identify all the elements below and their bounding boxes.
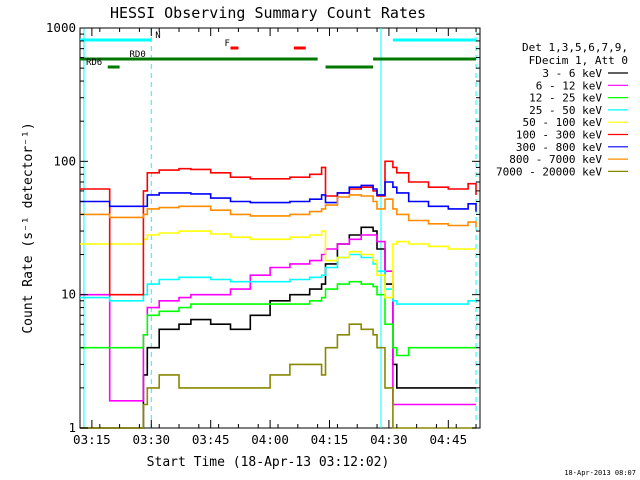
series-line — [80, 230, 476, 299]
legend-header-line-1: Det 1,3,5,6,7,9, — [522, 41, 628, 54]
legend-entry-label: 800 - 7000 keV — [509, 153, 602, 166]
x-tick-label: 03:30 — [132, 432, 170, 447]
x-tick-label: 04:30 — [370, 432, 408, 447]
series-line — [80, 160, 477, 296]
legend-entry-label: 6 - 12 keV — [536, 79, 603, 92]
vertical-markers — [83, 28, 477, 428]
series-line — [80, 226, 476, 429]
chart-title: HESSI Observing Summary Count Rates — [110, 4, 426, 22]
legend-entry-label: 50 - 100 keV — [523, 116, 603, 129]
series-line — [80, 181, 477, 212]
y-axis-label: Count Rate (s⁻¹ detector⁻¹) — [21, 122, 36, 333]
legend-entry-label: 300 - 800 keV — [516, 141, 602, 154]
flag-label: F — [225, 39, 230, 49]
legend-entry-label: 100 - 300 keV — [516, 129, 602, 142]
series-line — [80, 280, 476, 357]
timestamp: 18-Apr-2013 08:07 — [564, 469, 636, 477]
x-axis-label: Start Time (18-Apr-13 03:12:02) — [147, 455, 390, 470]
y-tick-label: 1000 — [46, 20, 76, 35]
flag-label: RD0 — [130, 50, 146, 60]
legend-entry-label: 3 - 6 keV — [542, 67, 602, 80]
legend-entry-label: 7000 - 20000 keV — [496, 165, 602, 178]
series-line — [80, 194, 477, 228]
y-tick-label: 10 — [61, 287, 76, 302]
plot-frame — [79, 27, 481, 429]
y-tick-label: 1 — [68, 420, 76, 435]
flag-bars: N F RD0 RD6 — [80, 31, 477, 69]
legend-entry-label: 12 - 25 keV — [529, 92, 602, 105]
x-tick-label: 04:15 — [311, 432, 349, 447]
x-tick-label: 03:45 — [192, 432, 230, 447]
legend: Det 1,3,5,6,7,9, FDecim 1, Att 0 3 - 6 k… — [496, 41, 628, 178]
x-tick-label: 04:45 — [429, 432, 467, 447]
series-line — [80, 323, 476, 429]
y-tick-label: 100 — [53, 153, 76, 168]
legend-entry-label: 25 - 50 keV — [529, 104, 602, 117]
legend-header-line-2: FDecim 1, Att 0 — [529, 54, 628, 67]
x-tick-label: 03:15 — [73, 432, 111, 447]
series-line — [80, 253, 476, 305]
series-lines — [80, 160, 477, 429]
x-tick-label: 04:00 — [251, 432, 289, 447]
y-axis-ticks: 1 10 100 1000 — [46, 20, 480, 435]
series-line — [80, 234, 476, 406]
flag-label: RD6 — [86, 58, 102, 68]
flag-label: N — [155, 31, 160, 41]
x-axis-ticks: 03:15 03:30 03:45 04:00 04:15 04:30 04:45 — [73, 28, 477, 447]
